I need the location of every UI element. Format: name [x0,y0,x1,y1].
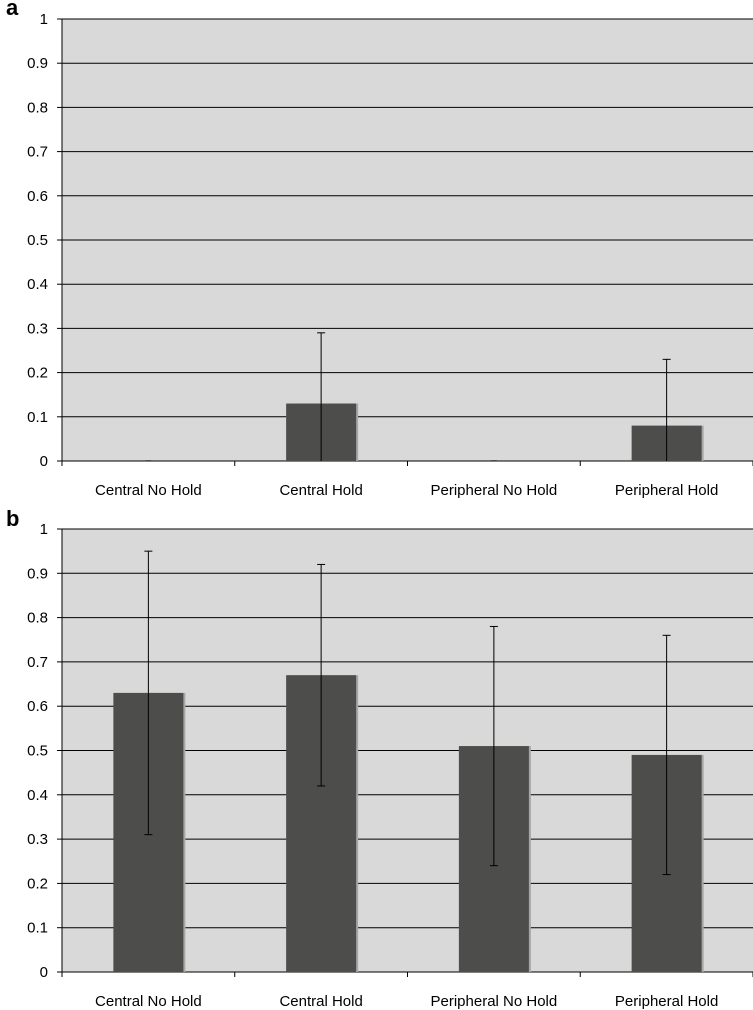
y-tick-label: 0.5 [27,232,48,249]
y-tick-label: 0.2 [27,365,48,382]
x-category-label: Peripheral Hold [615,482,718,499]
chart-panel-a: 0 0.1 0.2 0.3 0.4 0.5 0.6 0.7 0.8 0.9 1 Central No … [6,0,753,499]
y-tick-label: 0.1 [27,920,48,937]
x-category-label: Peripheral No Hold [431,993,558,1010]
y-tick-label: 0.7 [27,654,48,671]
y-tick-label: 0 [40,964,48,981]
y-tick-label: 1 [40,521,48,538]
y-tick-label: 0.6 [27,698,48,715]
y-tick-label: 0.5 [27,743,48,760]
panel-label: b [6,506,19,531]
y-tick-label: 0.3 [27,831,48,848]
y-tick-label: 1 [40,11,48,28]
x-category-label: Peripheral No Hold [431,482,558,499]
x-category-label: Central No Hold [95,482,202,499]
x-category-label: Central No Hold [95,993,202,1010]
y-tick-label: 0.2 [27,875,48,892]
x-category-label: Central Hold [279,482,362,499]
x-category-label: Central Hold [279,993,362,1010]
chart-panel-b: 0 0.1 0.2 0.3 0.4 0.5 0.6 0.7 0.8 0.9 1 Central No … [6,506,753,1010]
y-tick-label: 0.4 [27,787,48,804]
y-tick-label: 0.1 [27,409,48,426]
x-category-label: Peripheral Hold [615,993,718,1010]
y-tick-label: 0.4 [27,276,48,293]
y-tick-label: 0 [40,453,48,470]
y-tick-label: 0.7 [27,144,48,161]
y-tick-label: 0.9 [27,55,48,72]
y-tick-label: 0.8 [27,610,48,627]
panel-label: a [6,0,19,20]
y-tick-label: 0.8 [27,99,48,116]
y-tick-label: 0.3 [27,320,48,337]
y-tick-label: 0.9 [27,565,48,582]
y-tick-label: 0.6 [27,188,48,205]
